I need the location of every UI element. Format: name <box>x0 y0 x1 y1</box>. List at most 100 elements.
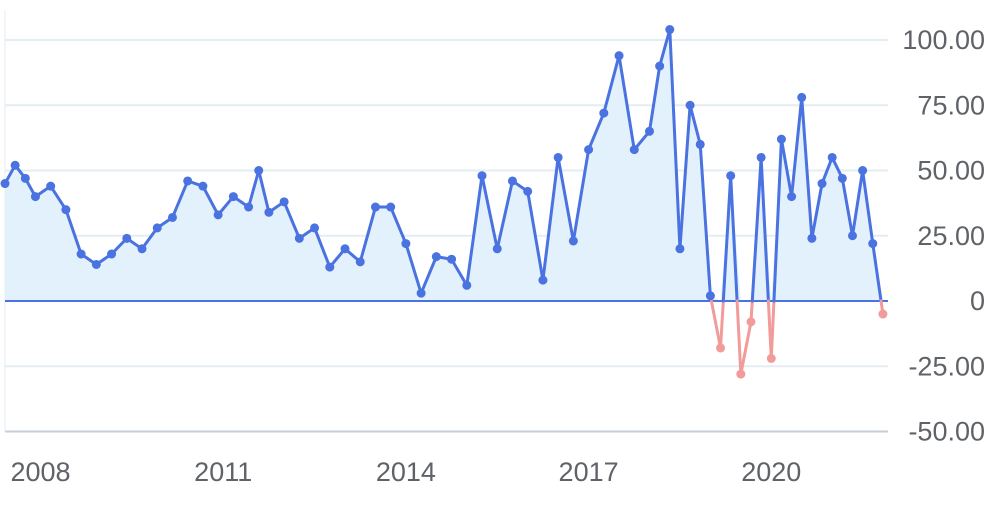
data-point <box>655 61 665 71</box>
data-point <box>817 179 827 189</box>
data-point <box>447 254 457 264</box>
series-line-segment <box>800 95 814 240</box>
data-point <box>523 186 533 196</box>
y-tick-label: 0 <box>970 286 985 316</box>
series-line-segment <box>602 54 621 115</box>
data-point <box>61 205 71 215</box>
grid-layer <box>4 10 888 433</box>
series-line-segment <box>658 28 672 68</box>
series-line-segment <box>64 208 83 256</box>
data-point <box>685 100 695 110</box>
data-point <box>837 173 847 183</box>
data-point <box>294 233 304 243</box>
series-line-segment <box>495 179 514 251</box>
data-point <box>644 126 654 136</box>
series-line-segment <box>698 142 712 298</box>
series-line-segment <box>647 64 662 133</box>
data-point <box>264 207 274 217</box>
data-point <box>431 252 441 262</box>
data-point <box>107 249 117 259</box>
series-line-segment <box>820 155 834 186</box>
data-point <box>152 223 162 233</box>
series-line-segment <box>170 179 190 219</box>
area-fill-layer <box>5 29 888 302</box>
data-point <box>30 192 40 202</box>
x-tick-label: 2014 <box>376 457 436 487</box>
series-line-segment <box>526 189 545 282</box>
series-line-segment <box>419 255 438 295</box>
data-point <box>213 210 223 220</box>
y-tick-label: 25.00 <box>917 221 985 251</box>
data-point <box>568 236 578 246</box>
data-point <box>355 257 365 267</box>
data-point <box>370 202 380 212</box>
y-tick-label: 50.00 <box>917 156 985 186</box>
data-point <box>878 309 888 319</box>
data-point <box>553 152 563 162</box>
series-line-segment <box>739 320 753 376</box>
series-line-segment <box>617 54 636 152</box>
series-line-segment <box>465 174 484 287</box>
y-tick-label: -25.00 <box>908 351 985 381</box>
series-line-segment <box>750 155 763 303</box>
series-line-segment <box>541 155 560 282</box>
data-point <box>492 244 502 254</box>
data-point <box>776 134 786 144</box>
x-tick-labels: 2008 2011 2014 2017 2020 <box>10 457 801 487</box>
data-point <box>797 92 807 102</box>
data-point <box>325 262 335 272</box>
data-point <box>629 145 639 155</box>
data-point <box>756 152 766 162</box>
data-point <box>599 108 609 118</box>
data-point <box>705 291 715 301</box>
data-point <box>137 244 147 254</box>
data-point <box>167 212 177 222</box>
data-point <box>416 288 426 298</box>
data-point <box>716 343 726 353</box>
data-point <box>91 259 101 269</box>
series-line-segment <box>790 95 804 199</box>
x-tick-label: 2020 <box>741 457 801 487</box>
series-line-segment <box>850 169 865 238</box>
data-point <box>198 181 208 191</box>
series-line-segment <box>719 299 725 350</box>
data-point <box>847 231 857 241</box>
data-point <box>807 233 817 243</box>
series-line-segment <box>735 299 743 376</box>
data-point <box>614 51 624 61</box>
x-tick-label: 2011 <box>194 457 252 487</box>
series-line-segment <box>769 299 776 360</box>
series-line-segment <box>49 184 68 212</box>
series-line-segment <box>358 205 377 264</box>
x-tick-label: 2017 <box>559 457 619 487</box>
series-line-segment <box>247 169 261 209</box>
series-line-segment <box>759 155 770 303</box>
data-point <box>787 192 797 202</box>
data-point <box>183 176 193 186</box>
series-line-segment <box>729 174 739 303</box>
series-line-segment <box>871 242 883 303</box>
data-point <box>310 223 320 233</box>
point-layer <box>0 25 888 379</box>
series-line-segment <box>480 174 499 251</box>
series-line-segment <box>389 205 408 246</box>
series-line-segment <box>688 103 702 146</box>
data-point <box>340 244 350 254</box>
data-point <box>726 171 736 181</box>
y-tick-label: 75.00 <box>917 90 985 120</box>
data-point <box>0 179 10 189</box>
data-point <box>244 202 254 212</box>
series-line-segment <box>257 169 271 214</box>
series-line-segment <box>668 28 682 251</box>
data-point <box>76 249 86 259</box>
data-point <box>868 239 878 249</box>
data-point <box>46 181 56 191</box>
y-tick-label: -50.00 <box>908 417 985 447</box>
data-point <box>507 176 517 186</box>
data-point <box>766 353 776 363</box>
data-point <box>254 166 264 175</box>
data-point <box>386 202 396 212</box>
series-line-segment <box>450 257 469 287</box>
series-line-segment <box>721 174 733 303</box>
